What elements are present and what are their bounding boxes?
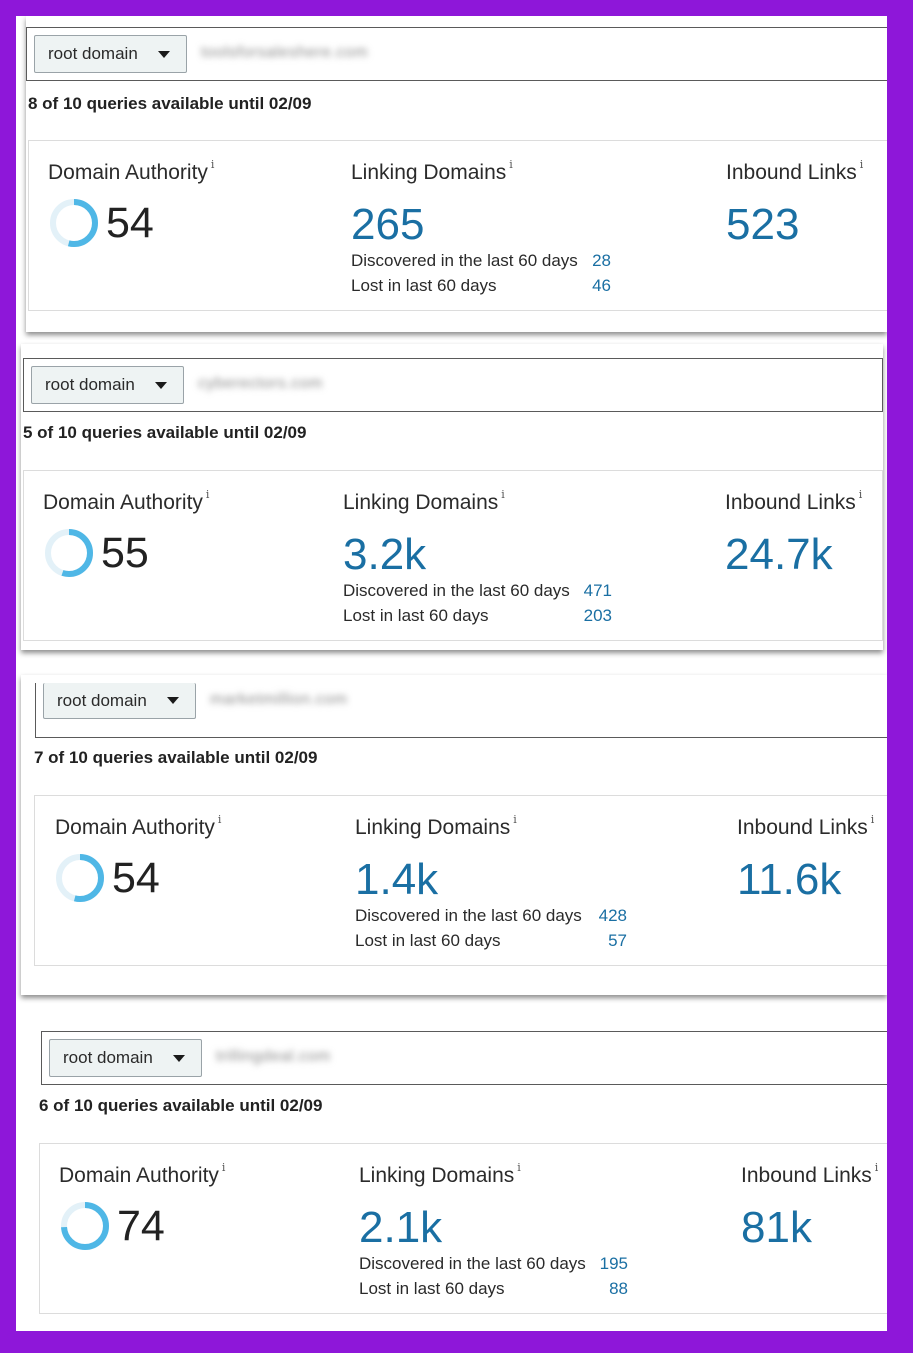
domain-authority-gauge: 55: [43, 527, 149, 579]
linking-domains-title: Linking Domains i: [355, 813, 517, 839]
discovered-label: Discovered in the last 60 days: [355, 906, 582, 925]
scope-dropdown-label: root domain: [45, 375, 135, 394]
info-icon[interactable]: i: [513, 813, 517, 826]
queries-available-text: 8 of 10 queries available until 02/09: [28, 94, 312, 113]
lost-label: Lost in last 60 days: [343, 606, 489, 625]
info-icon[interactable]: i: [501, 488, 505, 501]
scope-dropdown[interactable]: root domain: [49, 1039, 202, 1077]
inbound-links-title: Inbound Links i: [737, 813, 875, 839]
linking-domains-title: Linking Domains i: [351, 158, 513, 184]
domain-authority-gauge: 54: [48, 197, 154, 249]
caret-down-icon: [173, 1055, 185, 1062]
linking-domains-title: Linking Domains i: [343, 488, 505, 514]
domain-search-row: root domain marketmillion.com: [35, 683, 887, 738]
scope-dropdown[interactable]: root domain: [31, 366, 184, 404]
domain-metrics-panel: root domain cyberectors.com 5 of 10 quer…: [21, 344, 883, 650]
inbound-links-value: 11.6k: [737, 855, 842, 904]
domain-authority-gauge: 74: [59, 1200, 165, 1252]
inbound-links-title: Inbound Links i: [725, 488, 863, 514]
metrics-card: Domain Authority i 54 Linking Domains i 1.…: [34, 795, 887, 966]
lost-value: 88: [609, 1279, 628, 1298]
metrics-card: Domain Authority i 55 Linking Domains i 3.…: [23, 470, 883, 641]
info-icon[interactable]: i: [517, 1161, 521, 1174]
domain-authority-title: Domain Authority i: [43, 488, 210, 514]
domain-authority-value: 74: [117, 1201, 165, 1250]
info-icon[interactable]: i: [874, 1161, 879, 1174]
scope-dropdown-label: root domain: [63, 1048, 153, 1067]
discovered-value: 428: [598, 906, 627, 925]
linking-domains-value: 2.1k: [359, 1203, 443, 1252]
info-icon[interactable]: i: [221, 1161, 226, 1174]
screenshot-collage: root domain toolsforsaleshere.com 8 of 1…: [16, 16, 887, 1331]
caret-down-icon: [155, 382, 167, 389]
domain-search-row: root domain toolsforsaleshere.com: [26, 27, 887, 81]
da-ring-icon: [45, 529, 93, 577]
caret-down-icon: [167, 697, 179, 704]
domain-authority-title: Domain Authority i: [48, 158, 215, 184]
metrics-card: Domain Authority i 54 Linking Domains i 26…: [28, 140, 887, 311]
domain-authority-title: Domain Authority i: [55, 813, 222, 839]
da-ring-arc: [45, 529, 93, 577]
domain-authority-title: Domain Authority i: [59, 1161, 226, 1187]
inbound-links-value: 24.7k: [725, 530, 833, 579]
linking-domains-value: 3.2k: [343, 530, 427, 579]
queries-available-text: 5 of 10 queries available until 02/09: [23, 423, 307, 442]
info-icon[interactable]: i: [509, 158, 513, 171]
domain-input-value[interactable]: trillingdeal.com: [216, 1048, 331, 1065]
inbound-links-value: 523: [726, 200, 800, 249]
scope-dropdown[interactable]: root domain: [34, 35, 187, 73]
domain-authority-value: 55: [101, 528, 149, 577]
caret-down-icon: [158, 51, 170, 58]
da-ring-arc: [56, 854, 104, 902]
lost-label: Lost in last 60 days: [351, 276, 497, 295]
domain-input-value[interactable]: marketmillion.com: [210, 691, 348, 708]
domain-metrics-panel: root domain trillingdeal.com 6 of 10 que…: [26, 1019, 887, 1331]
da-ring-arc: [50, 199, 98, 247]
discovered-value: 195: [599, 1254, 628, 1273]
lost-value: 57: [608, 931, 627, 950]
scope-dropdown-label: root domain: [48, 44, 138, 63]
da-ring-icon: [61, 1202, 109, 1250]
linking-domains-title: Linking Domains i: [359, 1161, 521, 1187]
lost-label: Lost in last 60 days: [355, 931, 501, 950]
inbound-links-title: Inbound Links i: [726, 158, 864, 184]
da-ring-icon: [50, 199, 98, 247]
domain-authority-gauge: 54: [54, 852, 160, 904]
lost-value: 46: [592, 276, 611, 295]
domain-input-value[interactable]: toolsforsaleshere.com: [201, 44, 369, 61]
discovered-value: 471: [583, 581, 612, 600]
domain-search-row: root domain trillingdeal.com: [41, 1031, 887, 1085]
linking-domains-value: 1.4k: [355, 855, 439, 904]
info-icon[interactable]: i: [205, 488, 210, 501]
domain-metrics-panel: root domain marketmillion.com 7 of 10 qu…: [21, 675, 887, 995]
discovered-label: Discovered in the last 60 days: [351, 251, 578, 270]
inbound-links-title: Inbound Links i: [741, 1161, 879, 1187]
da-ring-arc: [61, 1202, 109, 1250]
domain-metrics-panel: root domain toolsforsaleshere.com 8 of 1…: [26, 16, 887, 332]
discovered-value: 28: [592, 251, 611, 270]
queries-available-text: 7 of 10 queries available until 02/09: [34, 748, 318, 767]
domain-search-row: root domain cyberectors.com: [23, 358, 883, 412]
queries-available-text: 6 of 10 queries available until 02/09: [39, 1096, 323, 1115]
info-icon[interactable]: i: [210, 158, 215, 171]
discovered-label: Discovered in the last 60 days: [343, 581, 570, 600]
lost-value: 203: [583, 606, 612, 625]
domain-input-value[interactable]: cyberectors.com: [198, 375, 323, 392]
info-icon[interactable]: i: [859, 158, 864, 171]
inbound-links-value: 81k: [741, 1203, 812, 1252]
info-icon[interactable]: i: [858, 488, 863, 501]
info-icon[interactable]: i: [870, 813, 875, 826]
scope-dropdown-label: root domain: [57, 690, 147, 710]
linking-domains-value: 265: [351, 200, 425, 249]
info-icon[interactable]: i: [217, 813, 222, 826]
domain-authority-value: 54: [106, 198, 154, 247]
scope-dropdown[interactable]: root domain: [43, 683, 196, 719]
lost-label: Lost in last 60 days: [359, 1279, 505, 1298]
discovered-label: Discovered in the last 60 days: [359, 1254, 586, 1273]
da-ring-icon: [56, 854, 104, 902]
metrics-card: Domain Authority i 74 Linking Domains i 2.…: [39, 1143, 887, 1314]
domain-authority-value: 54: [112, 853, 160, 902]
